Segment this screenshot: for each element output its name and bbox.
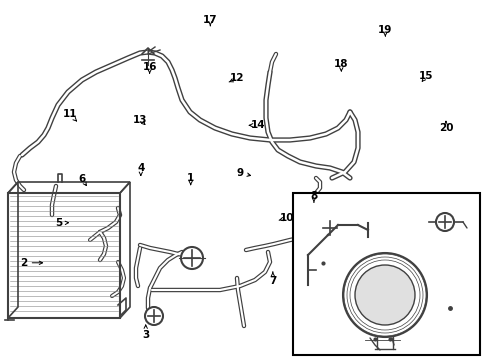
Circle shape <box>181 247 203 269</box>
Text: 8: 8 <box>310 191 317 201</box>
Text: 12: 12 <box>229 73 244 84</box>
Text: 6: 6 <box>79 174 85 184</box>
Text: 15: 15 <box>418 71 433 81</box>
Text: 13: 13 <box>132 114 147 125</box>
Text: 17: 17 <box>203 15 217 25</box>
Text: 18: 18 <box>333 59 348 69</box>
Text: 10: 10 <box>280 213 294 223</box>
Text: 14: 14 <box>250 120 265 130</box>
Text: 2: 2 <box>20 258 27 268</box>
Text: 5: 5 <box>55 218 62 228</box>
Bar <box>292 193 479 355</box>
Text: 9: 9 <box>236 168 243 178</box>
Text: 19: 19 <box>377 24 392 35</box>
Text: 4: 4 <box>137 163 144 174</box>
Text: 16: 16 <box>142 62 157 72</box>
Text: 7: 7 <box>268 276 276 286</box>
Circle shape <box>319 218 339 238</box>
Text: 1: 1 <box>187 173 194 183</box>
Text: 11: 11 <box>62 109 77 120</box>
Circle shape <box>145 307 163 325</box>
Circle shape <box>354 265 414 325</box>
Text: 3: 3 <box>142 330 149 340</box>
Text: 20: 20 <box>438 123 452 133</box>
Circle shape <box>342 253 426 337</box>
Circle shape <box>435 213 453 231</box>
